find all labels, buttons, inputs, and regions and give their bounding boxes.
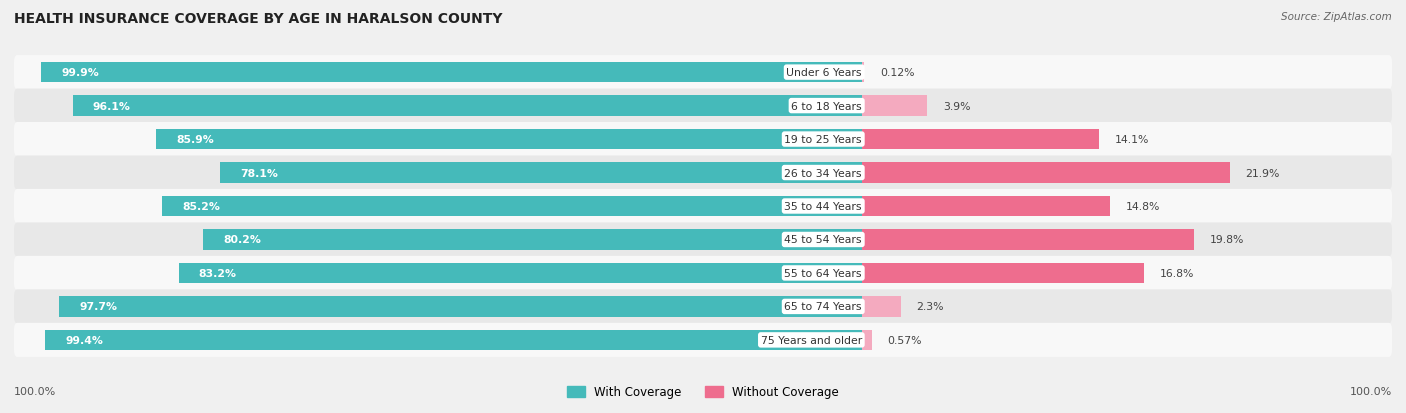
Bar <box>179 263 862 284</box>
Bar <box>221 163 862 183</box>
Text: 65 to 74 Years: 65 to 74 Years <box>785 301 862 312</box>
Text: 99.4%: 99.4% <box>65 335 103 345</box>
Bar <box>204 230 862 250</box>
Bar <box>862 296 901 317</box>
Text: 26 to 34 Years: 26 to 34 Years <box>785 168 862 178</box>
Bar <box>59 296 862 317</box>
Text: 75 Years and older: 75 Years and older <box>761 335 862 345</box>
Text: 100.0%: 100.0% <box>14 387 56 396</box>
Bar <box>45 330 862 350</box>
Text: HEALTH INSURANCE COVERAGE BY AGE IN HARALSON COUNTY: HEALTH INSURANCE COVERAGE BY AGE IN HARA… <box>14 12 502 26</box>
Bar <box>862 230 1194 250</box>
Text: 83.2%: 83.2% <box>198 268 236 278</box>
Text: Source: ZipAtlas.com: Source: ZipAtlas.com <box>1281 12 1392 22</box>
Text: 19.8%: 19.8% <box>1211 235 1244 245</box>
Text: 96.1%: 96.1% <box>93 101 131 112</box>
Bar <box>862 96 928 117</box>
FancyBboxPatch shape <box>14 89 1392 123</box>
Text: 0.57%: 0.57% <box>887 335 922 345</box>
Text: 55 to 64 Years: 55 to 64 Years <box>785 268 862 278</box>
FancyBboxPatch shape <box>14 56 1392 90</box>
FancyBboxPatch shape <box>14 323 1392 357</box>
Text: 99.9%: 99.9% <box>62 68 98 78</box>
Text: 85.9%: 85.9% <box>176 135 214 145</box>
Bar <box>162 196 862 217</box>
Text: 45 to 54 Years: 45 to 54 Years <box>785 235 862 245</box>
Bar <box>862 163 1229 183</box>
Text: 21.9%: 21.9% <box>1246 168 1279 178</box>
Bar <box>862 63 865 83</box>
Text: 97.7%: 97.7% <box>79 301 117 312</box>
Legend: With Coverage, Without Coverage: With Coverage, Without Coverage <box>567 385 839 399</box>
Text: 0.12%: 0.12% <box>880 68 914 78</box>
Bar <box>862 330 872 350</box>
Text: 85.2%: 85.2% <box>181 202 219 211</box>
Bar <box>862 196 1111 217</box>
Bar <box>41 63 862 83</box>
FancyBboxPatch shape <box>14 190 1392 223</box>
Text: 3.9%: 3.9% <box>943 101 970 112</box>
Text: 19 to 25 Years: 19 to 25 Years <box>785 135 862 145</box>
FancyBboxPatch shape <box>14 123 1392 157</box>
FancyBboxPatch shape <box>14 223 1392 257</box>
Bar <box>862 263 1144 284</box>
Text: 14.8%: 14.8% <box>1126 202 1160 211</box>
Text: 6 to 18 Years: 6 to 18 Years <box>792 101 862 112</box>
FancyBboxPatch shape <box>14 290 1392 324</box>
FancyBboxPatch shape <box>14 156 1392 190</box>
Text: Under 6 Years: Under 6 Years <box>786 68 862 78</box>
Text: 78.1%: 78.1% <box>240 168 278 178</box>
Text: 35 to 44 Years: 35 to 44 Years <box>785 202 862 211</box>
Text: 80.2%: 80.2% <box>224 235 262 245</box>
Text: 100.0%: 100.0% <box>1350 387 1392 396</box>
FancyBboxPatch shape <box>14 256 1392 290</box>
Text: 14.1%: 14.1% <box>1115 135 1149 145</box>
Bar <box>73 96 862 117</box>
Bar <box>862 129 1098 150</box>
Text: 2.3%: 2.3% <box>917 301 943 312</box>
Text: 16.8%: 16.8% <box>1160 268 1194 278</box>
Bar <box>156 129 862 150</box>
